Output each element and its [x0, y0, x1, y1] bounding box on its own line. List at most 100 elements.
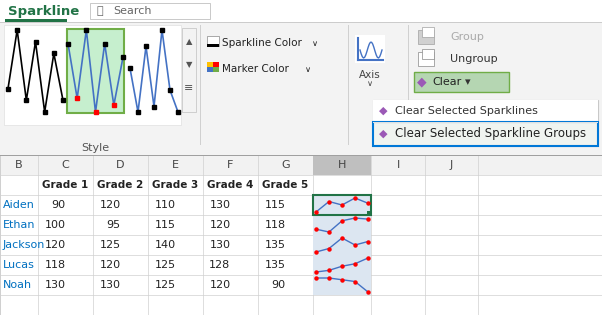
- Text: 120: 120: [209, 220, 231, 230]
- Text: Ungroup: Ungroup: [450, 54, 498, 64]
- Text: Jackson: Jackson: [3, 240, 45, 250]
- Bar: [204, 58, 344, 80]
- Text: 110: 110: [155, 200, 176, 210]
- Bar: [207, 36, 219, 46]
- Text: Grade 5: Grade 5: [262, 180, 309, 190]
- Bar: [67, 29, 124, 113]
- Text: ◆: ◆: [417, 76, 427, 89]
- Text: Axis: Axis: [359, 70, 381, 80]
- Bar: [313, 275, 371, 295]
- Text: 120: 120: [45, 240, 66, 250]
- Text: ⌕: ⌕: [97, 6, 104, 16]
- Bar: [313, 215, 371, 235]
- Text: Grade 1: Grade 1: [42, 180, 88, 190]
- Bar: [200, 25, 201, 145]
- Bar: [373, 122, 598, 123]
- Text: Style: Style: [81, 143, 109, 153]
- Bar: [4, 25, 181, 125]
- Bar: [313, 155, 371, 175]
- Bar: [418, 52, 434, 66]
- Text: 130: 130: [45, 280, 66, 290]
- Text: ▾: ▾: [465, 77, 471, 87]
- Bar: [414, 72, 509, 92]
- Text: 130: 130: [209, 200, 231, 210]
- Text: I: I: [396, 160, 400, 170]
- Text: ∨: ∨: [305, 65, 311, 73]
- Bar: [213, 67, 219, 72]
- Text: ∨: ∨: [312, 38, 318, 48]
- Text: Grade 2: Grade 2: [98, 180, 144, 190]
- Text: 140: 140: [154, 240, 176, 250]
- Text: ◆: ◆: [379, 129, 387, 139]
- Bar: [313, 195, 371, 215]
- Text: 135: 135: [264, 260, 285, 270]
- Text: Grade 4: Grade 4: [207, 180, 253, 190]
- Text: 115: 115: [155, 220, 176, 230]
- Text: Sparkline: Sparkline: [8, 4, 79, 18]
- Text: Marker Color: Marker Color: [222, 64, 289, 74]
- Text: 90: 90: [51, 200, 66, 210]
- Text: Noah: Noah: [3, 280, 32, 290]
- Text: 130: 130: [209, 240, 231, 250]
- Bar: [207, 67, 213, 72]
- Text: 125: 125: [154, 260, 176, 270]
- Text: ▼: ▼: [186, 60, 192, 70]
- Text: 128: 128: [209, 260, 231, 270]
- Bar: [355, 35, 385, 63]
- Text: E: E: [172, 160, 179, 170]
- Bar: [0, 155, 602, 175]
- Text: 125: 125: [154, 280, 176, 290]
- Text: Clear Selected Sparklines: Clear Selected Sparklines: [395, 106, 538, 116]
- Text: 100: 100: [45, 220, 66, 230]
- Text: 120: 120: [99, 200, 120, 210]
- Bar: [418, 30, 434, 44]
- Text: Aiden: Aiden: [3, 200, 35, 210]
- Text: 125: 125: [99, 240, 120, 250]
- Bar: [408, 25, 409, 145]
- Bar: [0, 0, 602, 22]
- Bar: [373, 122, 598, 146]
- Text: 90: 90: [272, 280, 285, 290]
- Bar: [207, 62, 213, 66]
- Bar: [182, 28, 196, 112]
- Text: ≡: ≡: [184, 83, 194, 93]
- Text: 135: 135: [264, 240, 285, 250]
- Text: G: G: [281, 160, 290, 170]
- Bar: [5, 19, 67, 21]
- Bar: [0, 155, 602, 315]
- Text: 118: 118: [45, 260, 66, 270]
- Text: 115: 115: [264, 200, 285, 210]
- Bar: [313, 155, 371, 175]
- Bar: [313, 195, 371, 215]
- Bar: [90, 3, 210, 19]
- Text: Clear Selected Sparkline Groups: Clear Selected Sparkline Groups: [395, 128, 586, 140]
- Text: ∨: ∨: [367, 79, 373, 89]
- Text: Grade 3: Grade 3: [152, 180, 199, 190]
- Bar: [213, 62, 219, 66]
- Text: 130: 130: [99, 280, 120, 290]
- Text: 120: 120: [99, 260, 120, 270]
- Text: Search: Search: [113, 6, 152, 16]
- Text: 118: 118: [264, 220, 285, 230]
- Text: H: H: [338, 160, 346, 170]
- Text: 95: 95: [107, 220, 120, 230]
- Bar: [0, 0, 602, 155]
- Bar: [313, 235, 371, 255]
- Text: D: D: [116, 160, 125, 170]
- Text: B: B: [15, 160, 23, 170]
- Bar: [422, 49, 434, 59]
- Bar: [207, 44, 219, 47]
- Text: Group: Group: [450, 32, 484, 42]
- Bar: [313, 255, 371, 275]
- Text: C: C: [61, 160, 69, 170]
- Bar: [367, 211, 371, 215]
- Bar: [373, 100, 598, 122]
- Text: Ethan: Ethan: [3, 220, 36, 230]
- Text: ▲: ▲: [186, 37, 192, 47]
- Text: Lucas: Lucas: [3, 260, 35, 270]
- Text: ◆: ◆: [379, 106, 387, 116]
- Text: Sparkline Color: Sparkline Color: [222, 38, 302, 48]
- Text: F: F: [228, 160, 234, 170]
- Bar: [0, 155, 602, 156]
- Text: Clear: Clear: [432, 77, 461, 87]
